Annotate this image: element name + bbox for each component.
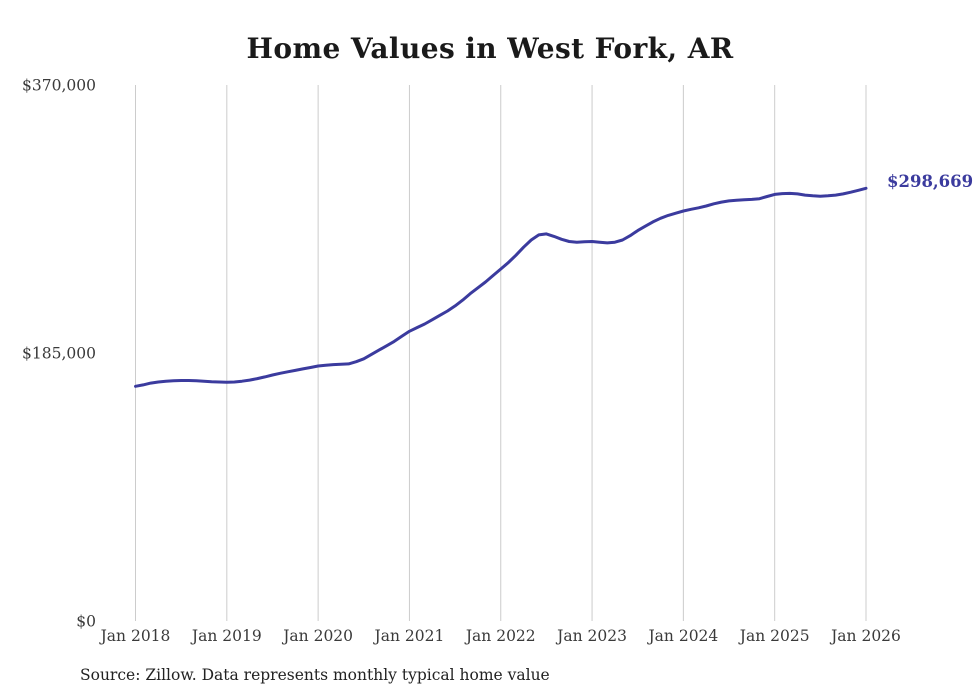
home-value-line (134, 186, 868, 388)
x-tick-label: Jan 2018 (99, 627, 171, 645)
y-tick-label: $370,000 (22, 77, 96, 95)
x-tick-label: Jan 2026 (829, 627, 901, 645)
x-tick-label: Jan 2021 (373, 627, 445, 645)
x-tick-label: Jan 2022 (464, 627, 536, 645)
y-tick-label: $0 (76, 613, 96, 631)
y-tick-label: $185,000 (22, 345, 96, 363)
x-tick-label: Jan 2025 (738, 627, 810, 645)
source-note: Source: Zillow. Data represents monthly … (80, 666, 550, 684)
x-tick-label: Jan 2023 (555, 627, 627, 645)
latest-value-label: $298,669 (887, 172, 974, 191)
x-tick-label: Jan 2019 (190, 627, 262, 645)
chart-title: Home Values in West Fork, AR (246, 32, 734, 65)
x-tick-label: Jan 2024 (646, 627, 718, 645)
x-tick-label: Jan 2020 (281, 627, 353, 645)
